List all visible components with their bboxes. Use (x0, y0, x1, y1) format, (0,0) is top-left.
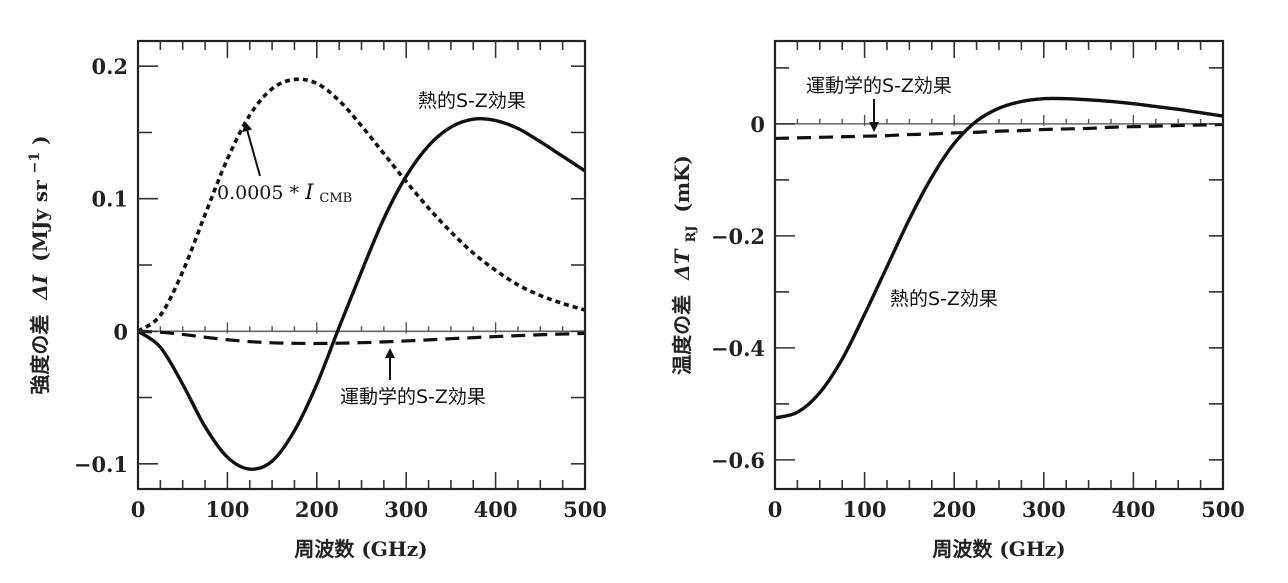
intensity-series-dashed-line (137, 329, 586, 346)
temperature-y-label-jp: 温度の差 (670, 295, 694, 375)
intensity-y-axis-label: 強度の差 ΔI (MJy sr −1 ) (20, 135, 52, 394)
temperature-y-label-symbol: ΔT (670, 247, 694, 281)
temperature-x-tick-label: 0 (768, 497, 783, 522)
intensity-series-dotted-line (136, 77, 586, 333)
temperature-y-tick-label: −0.4 (711, 336, 765, 361)
intensity-y-tick-label: 0.2 (91, 54, 128, 79)
temperature-series-solid-line (774, 96, 1224, 420)
intensity-x-tick-label: 400 (474, 497, 518, 522)
intensity-series-solid-line (137, 117, 586, 471)
temperature-y-label-sub: RJ (684, 226, 699, 243)
intensity-y-label-symbol: ΔI (28, 274, 52, 301)
intensity-chart: 0 100 200 300 400 500−0.100.10.2 周波数 (GHz) 強度… (20, 39, 607, 561)
temperature-plot-area: 0 100 200 300 400 500 −0.6 −0.4 −0.2 0 (711, 39, 1245, 522)
intensity-y-tick-label: 0 (113, 319, 128, 344)
temperature-x-tick-label: 200 (932, 497, 976, 522)
cmb-annotation-sub: CMB (319, 191, 352, 206)
intensity-plot-area: 0 100 200 300 400 500−0.100.10.2 (74, 39, 607, 522)
cmb-annotation-prefix: 0.0005 * (217, 182, 305, 204)
temperature-x-tick-label: 300 (1022, 497, 1066, 522)
temperature-y-tick-label: 0 (750, 112, 765, 137)
intensity-y-tick-label: −0.1 (74, 452, 128, 477)
temperature-y-tick-label: −0.2 (711, 224, 765, 249)
intensity-x-tick-label: 300 (384, 497, 428, 522)
temperature-x-tick-label: 500 (1201, 497, 1245, 522)
temperature-x-tick-label: 400 (1111, 497, 1155, 522)
intensity-y-label-close: ) (28, 135, 52, 144)
temperature-x-axis-label: 周波数 (GHz) (932, 537, 1065, 561)
cmb-annotation-arrow (242, 121, 261, 177)
intensity-x-tick-label: 100 (205, 497, 249, 522)
temperature-x-tick-label: 100 (843, 497, 887, 522)
temperature-series-dashed-line (774, 122, 1224, 141)
kinematic-sz-annotation: 運動学的S-Z効果 (340, 386, 486, 408)
temperature-y-axis-label: 温度の差 ΔT RJ (mK) (670, 155, 700, 375)
intensity-y-label-unit: (MJy sr (28, 180, 52, 262)
thermal-sz-annotation-right: 熱的S-Z効果 (890, 288, 998, 310)
temperature-y-label-unit: (mK) (670, 155, 694, 212)
intensity-y-label-sup: −1 (27, 152, 43, 173)
intensity-y-tick-label: 0.1 (91, 187, 128, 212)
temperature-y-tick-label: −0.6 (711, 448, 765, 473)
intensity-y-label-jp: 強度の差 (28, 315, 52, 395)
intensity-x-tick-label: 500 (563, 497, 607, 522)
intensity-x-tick-label: 0 (131, 497, 146, 522)
cmb-annotation-symbol: I (304, 180, 314, 204)
intensity-x-axis-label: 周波数 (GHz) (294, 537, 427, 561)
kinematic-sz-annotation-right: 運動学的S-Z効果 (806, 75, 952, 97)
thermal-sz-annotation: 熱的S-Z効果 (418, 90, 526, 112)
cmb-annotation: 0.0005 * I CMB (217, 180, 352, 206)
temperature-chart: 0 100 200 300 400 500−0.6−0.4−0.20 周波数 (GHz) … (670, 39, 1245, 561)
intensity-x-tick-label: 200 (295, 497, 339, 522)
